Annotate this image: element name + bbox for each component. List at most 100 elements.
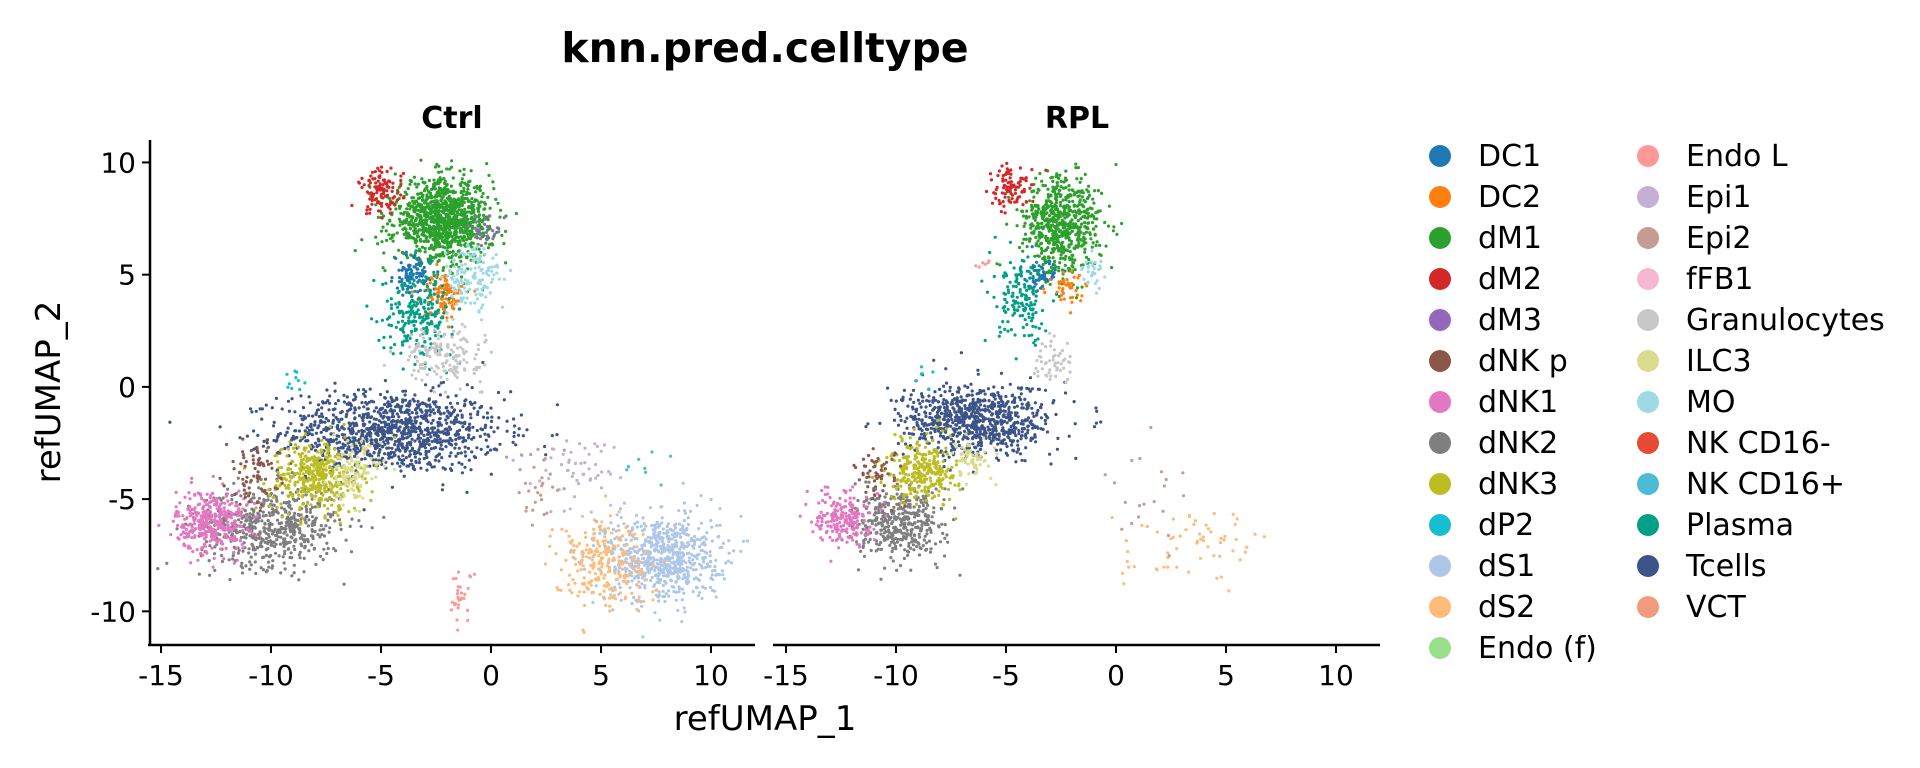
data-point [319,524,323,528]
data-point [439,302,443,306]
data-point [449,451,453,455]
data-point [203,531,207,535]
data-point [353,249,357,253]
data-point [303,432,307,436]
data-point [453,280,458,284]
data-point [413,182,417,186]
data-point [442,177,446,181]
data-point [316,501,320,506]
data-point [440,297,444,301]
data-point [369,431,373,435]
data-point [326,449,330,453]
data-point [381,196,385,200]
data-point [467,433,471,437]
data-point [239,494,243,498]
data-point [393,467,397,471]
data-point [310,534,314,538]
data-point [426,296,430,300]
data-point [209,493,213,497]
data-point [240,566,245,570]
data-point [361,413,365,417]
data-point [447,256,451,260]
data-point [345,460,349,464]
data-point [393,342,397,347]
data-point [322,534,327,538]
data-point [355,465,359,469]
data-point [481,260,486,265]
data-point [303,485,307,489]
data-point [463,207,467,211]
data-point [454,437,458,442]
data-point [265,553,269,558]
data-point [334,437,338,441]
data-point [435,300,439,305]
data-point [481,303,485,307]
data-point [343,435,347,439]
data-point [270,466,274,470]
data-point [204,549,208,553]
data-point [410,411,414,415]
data-point [264,537,269,541]
data-point [433,195,437,199]
data-point [219,547,223,551]
data-point [435,372,439,376]
data-point [423,446,427,450]
data-point [302,489,306,493]
data-point [437,459,441,463]
data-point [392,419,396,423]
data-point [258,509,262,513]
data-point [388,409,392,413]
data-point [388,202,392,207]
data-point [302,556,306,561]
data-point [467,426,471,430]
data-point [358,494,362,498]
data-point [397,268,401,272]
point-group-granulocytes [382,319,493,394]
data-point [293,410,297,414]
data-point [370,317,374,321]
data-point [247,486,251,490]
data-point [480,195,484,199]
data-point [190,525,194,529]
data-point [419,408,423,412]
data-point [697,578,701,582]
data-point [361,467,366,471]
data-point [208,539,212,543]
data-point [470,204,474,208]
data-point [283,567,287,571]
data-point [390,485,394,489]
data-point [269,461,273,465]
data-point [297,553,301,557]
data-point [319,430,323,434]
data-point [457,255,461,259]
data-point [365,439,369,443]
data-point [426,277,431,281]
data-point [341,442,345,446]
data-point [237,518,241,522]
data-point [318,528,322,532]
data-point [212,498,216,502]
data-point [310,470,314,474]
data-point [333,381,337,385]
data-point [489,425,493,429]
data-point [684,561,688,565]
data-point [451,357,455,361]
data-point [555,433,559,437]
data-point [426,307,431,311]
data-point [241,437,245,441]
data-point [409,179,413,184]
data-point [401,265,405,270]
data-point [254,409,258,413]
data-point [674,570,678,574]
data-point [437,417,442,421]
data-point [433,187,437,191]
data-point [667,594,671,598]
data-point [482,213,486,217]
data-point [445,196,450,200]
data-point [434,236,438,240]
data-point [453,239,457,243]
data-point [365,212,369,216]
data-point [310,494,315,498]
data-point [494,264,498,269]
data-point [422,181,427,185]
